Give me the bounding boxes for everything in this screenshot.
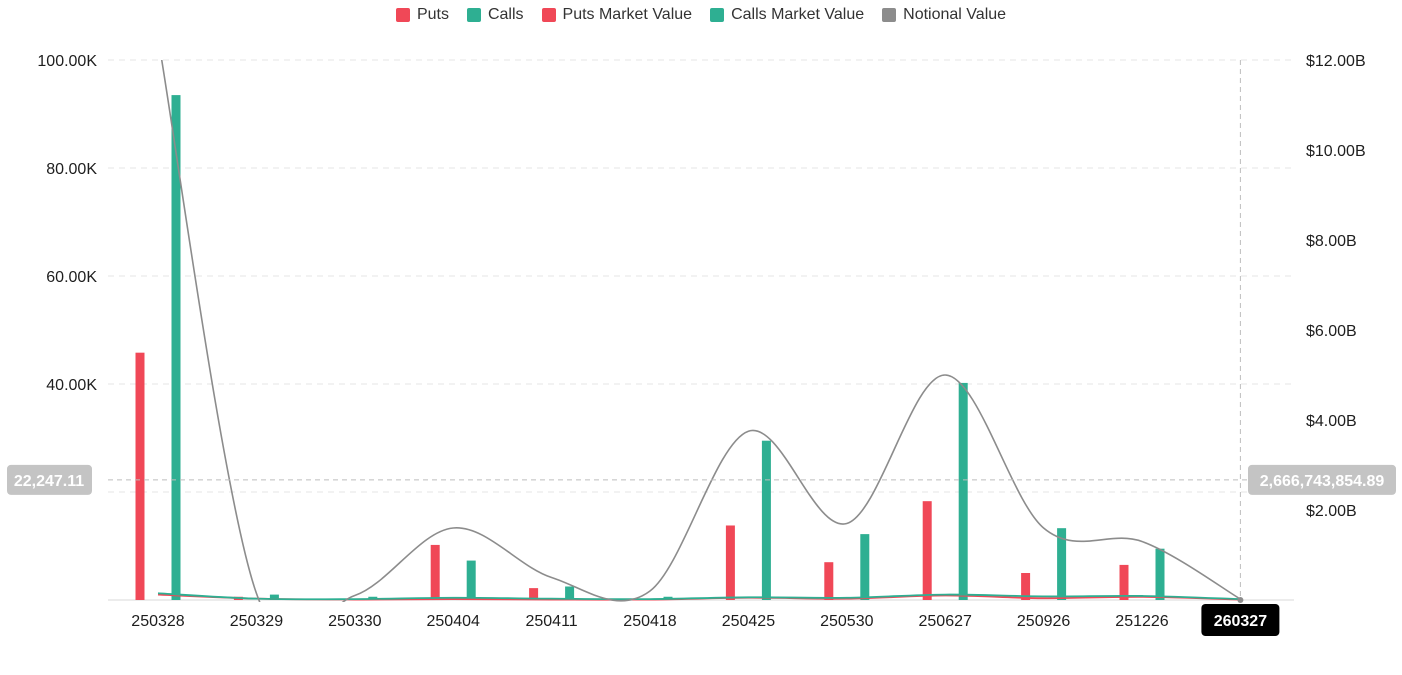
bar-calls [466, 560, 476, 600]
x-tick-label: 250411 [525, 613, 577, 630]
legend-label: Calls Market Value [731, 6, 865, 23]
legend-swatch [466, 8, 481, 22]
x-tick-label: 250530 [820, 613, 873, 630]
x-tick-label: 250328 [131, 613, 184, 630]
bar-calls [860, 534, 870, 600]
bar-puts [725, 525, 735, 600]
x-highlight-badge [1201, 604, 1280, 636]
legend-item[interactable]: Calls [466, 6, 524, 24]
legend-label: Calls [487, 6, 524, 23]
line-calls-market-value [157, 592, 1241, 601]
bar-calls [1057, 528, 1067, 600]
y-right-tick-label: $4.00B [1306, 413, 1357, 430]
x-tick-label: 250330 [328, 613, 381, 630]
bar-puts [824, 562, 834, 600]
chart-legend: Puts Calls Puts Market Value Calls Market V… [0, 6, 1402, 24]
y-right-tick-label: $12.00B [1306, 53, 1366, 70]
y-left-tick-label: 40.00K [46, 377, 97, 394]
x-tick-label: 250627 [919, 613, 972, 630]
legend-label: Notional Value [903, 6, 1007, 23]
legend-swatch [882, 8, 897, 22]
legend-label: Puts [416, 6, 449, 23]
x-tick-label: 250329 [230, 613, 283, 630]
legend-item[interactable]: Puts Market Value [541, 6, 693, 24]
y-left-tick-label: 100.00K [37, 53, 97, 70]
x-tick-label: 250425 [722, 613, 775, 630]
x-tick-label: 251226 [1115, 613, 1168, 630]
y-right-tick-label: $6.00B [1306, 323, 1357, 340]
bar-calls [1155, 548, 1165, 600]
legend-item[interactable]: Notional Value [882, 6, 1006, 24]
y-right-tick-label: $8.00B [1306, 233, 1357, 250]
bar-calls [171, 95, 181, 600]
y-left-value-badge [7, 464, 92, 495]
y-right-value-label: 2,666,743,854.89 [1260, 473, 1385, 490]
bar-calls [958, 382, 968, 600]
legend-label: Puts Market Value [562, 6, 693, 23]
bar-calls [565, 586, 575, 600]
bar-puts [135, 352, 145, 600]
x-tick-label: 250926 [1017, 613, 1070, 630]
legend-item[interactable]: Puts [395, 6, 449, 24]
y-right-tick-label: $10.00B [1306, 143, 1366, 160]
y-left-tick-label: 60.00K [46, 269, 97, 286]
x-highlight-label: 260327 [1214, 613, 1267, 630]
bar-puts [1119, 564, 1129, 600]
bar-calls [761, 440, 771, 600]
y-left-tick-label: 80.00K [46, 161, 97, 178]
legend-item[interactable]: Calls Market Value [710, 6, 864, 24]
x-tick-label: 250418 [623, 613, 676, 630]
bar-calls [269, 594, 279, 600]
legend-swatch [710, 8, 725, 22]
crosshair-point [1237, 597, 1244, 603]
bar-puts [922, 501, 932, 600]
bar-puts [529, 588, 539, 600]
line-notional-value [160, 60, 1241, 602]
x-tick-label: 250404 [427, 613, 480, 630]
bar-puts [430, 544, 440, 600]
bar-puts [1021, 573, 1031, 600]
y-left-value-label: 22,247.11 [14, 473, 84, 490]
y-right-tick-label: $2.00B [1306, 503, 1357, 520]
legend-swatch [541, 8, 556, 22]
y-right-value-badge [1248, 464, 1396, 495]
legend-swatch [395, 8, 410, 22]
